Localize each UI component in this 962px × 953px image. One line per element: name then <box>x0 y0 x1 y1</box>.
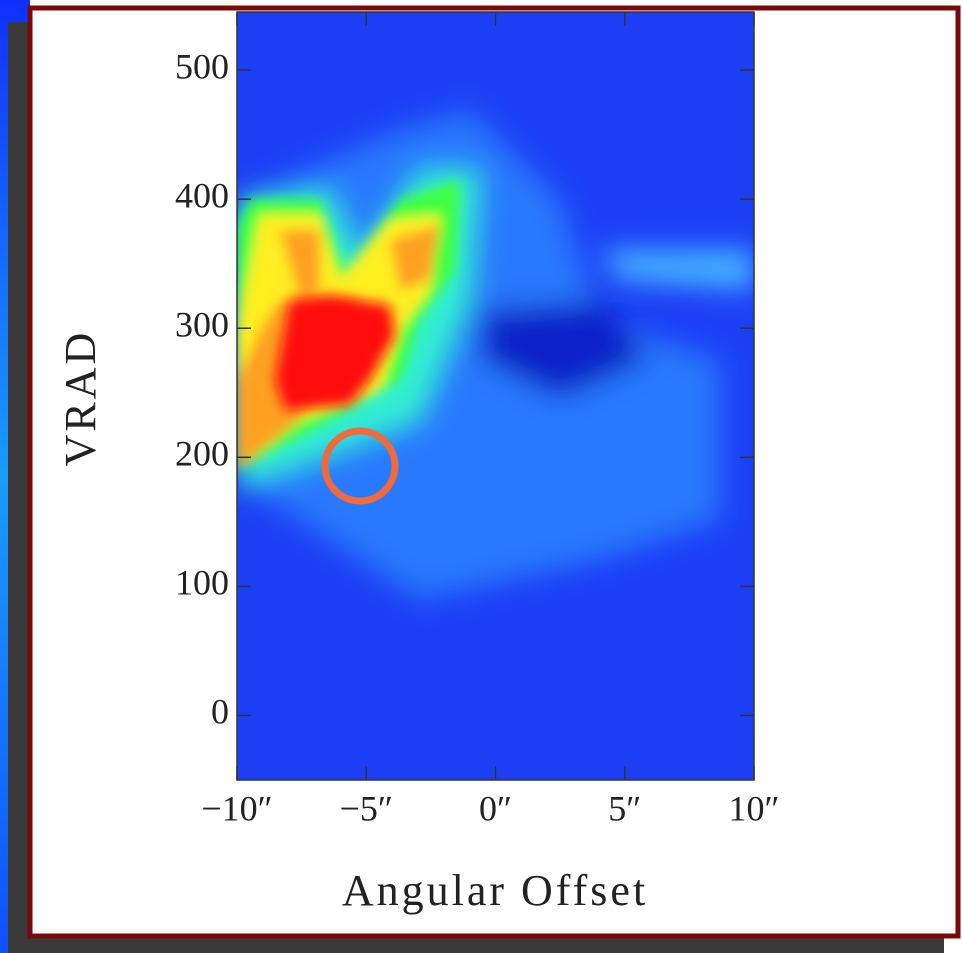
x-tick-label: 5″ <box>608 788 641 828</box>
y-tick-label: 400 <box>175 175 229 215</box>
x-tick-label: 0″ <box>479 788 512 828</box>
x-tick-label: −10″ <box>201 788 272 828</box>
heatmap <box>237 12 754 780</box>
y-tick-label: 200 <box>175 434 229 474</box>
y-tick-label: 300 <box>175 305 229 345</box>
y-tick-label: 500 <box>175 46 229 86</box>
y-tick-label: 0 <box>211 692 229 732</box>
x-axis-title: Angular Offset <box>342 866 648 915</box>
x-tick-label: 10″ <box>729 788 780 828</box>
annotation-circle <box>321 427 399 505</box>
y-tick-label: 100 <box>175 563 229 603</box>
y-axis-title: VRAD <box>56 330 105 467</box>
x-tick-label: −5″ <box>340 788 393 828</box>
